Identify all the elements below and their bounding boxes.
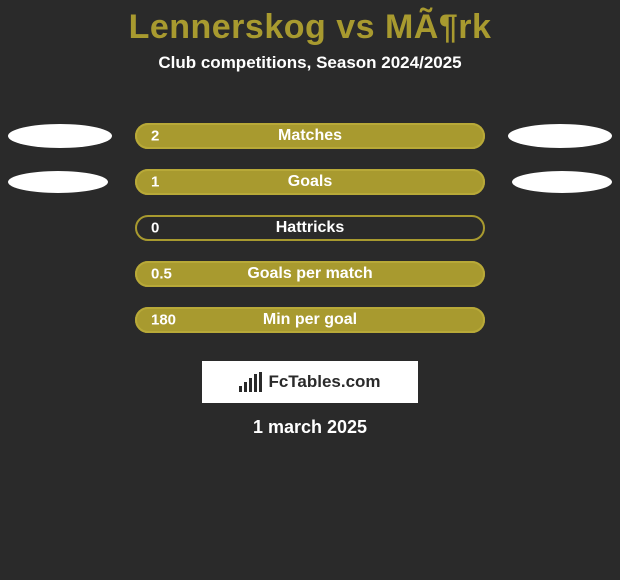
right-ellipse-icon (508, 124, 612, 148)
date-label: 1 march 2025 (0, 417, 620, 438)
logo-text: FcTables.com (268, 372, 380, 392)
stat-row-goals-per-match: 0.5 Goals per match (0, 251, 620, 297)
left-ellipse-icon (8, 124, 112, 148)
stat-bar: 0.5 Goals per match (135, 261, 485, 287)
stat-bar: 0 Hattricks (135, 215, 485, 241)
stat-row-min-per-goal: 180 Min per goal (0, 297, 620, 343)
left-ellipse-icon (8, 171, 108, 193)
stat-value: 180 (151, 312, 176, 329)
stat-label: Goals (135, 173, 485, 191)
stat-bar: 1 Goals (135, 169, 485, 195)
stat-value: 2 (151, 128, 159, 145)
stat-label: Min per goal (135, 311, 485, 329)
stat-row-goals: 1 Goals (0, 159, 620, 205)
right-ellipse-icon (512, 171, 612, 193)
stat-value: 1 (151, 174, 159, 191)
logo-bars-icon (239, 372, 262, 392)
fctables-logo: FcTables.com (202, 361, 418, 403)
stat-value: 0 (151, 220, 159, 237)
comparison-chart: 2 Matches 1 Goals 0 Hattricks 0.5 Goals … (0, 113, 620, 343)
stat-bar: 2 Matches (135, 123, 485, 149)
stat-bar: 180 Min per goal (135, 307, 485, 333)
stat-row-matches: 2 Matches (0, 113, 620, 159)
page-title: Lennerskog vs MÃ¶rk (0, 0, 620, 47)
stat-value: 0.5 (151, 266, 172, 283)
page-subtitle: Club competitions, Season 2024/2025 (0, 53, 620, 73)
stat-row-hattricks: 0 Hattricks (0, 205, 620, 251)
stat-label: Matches (135, 127, 485, 145)
stat-label: Goals per match (135, 265, 485, 283)
stat-label: Hattricks (135, 219, 485, 237)
